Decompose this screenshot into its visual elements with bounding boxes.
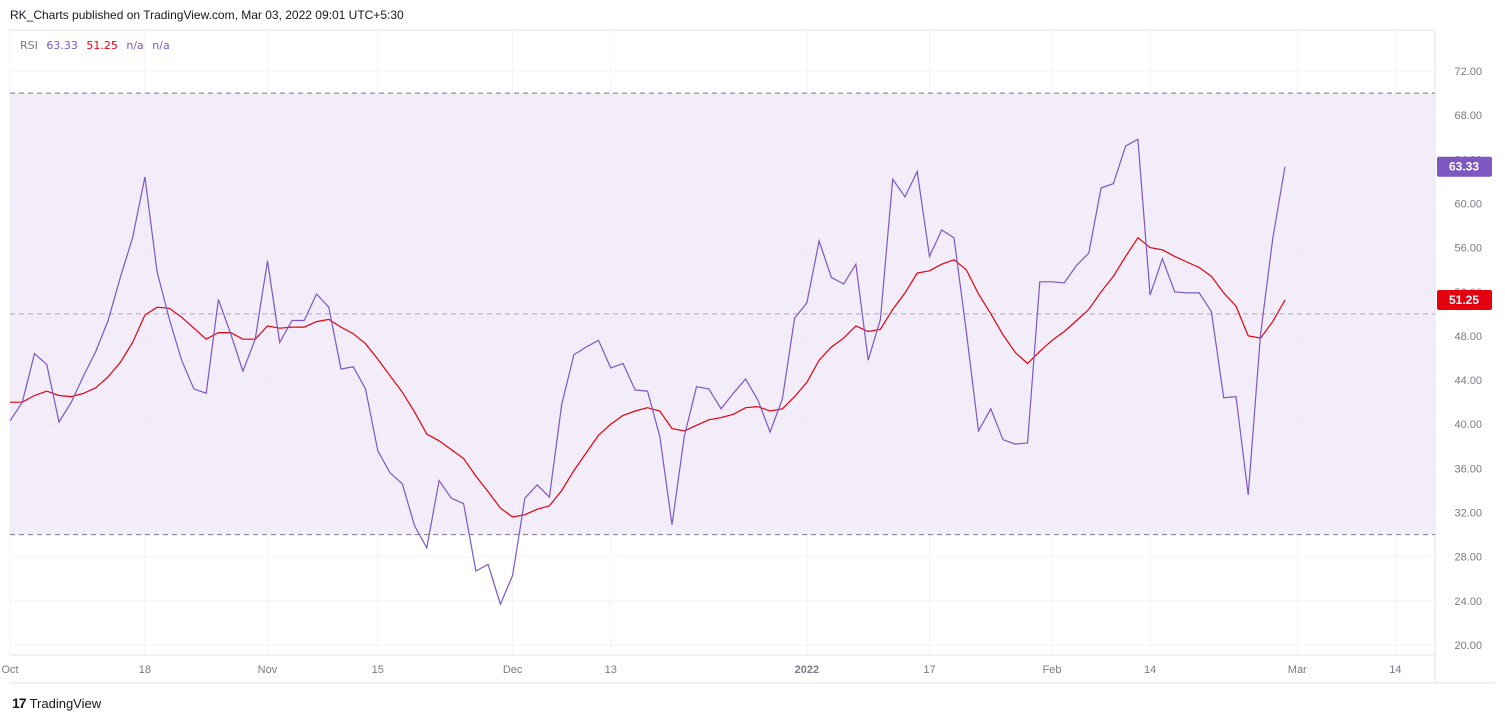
legend-na-1: n/a — [126, 39, 144, 52]
x-tick-label: 18 — [139, 664, 151, 676]
x-tick-label: Dec — [503, 664, 523, 676]
y-tick-label: 24.00 — [1454, 596, 1482, 608]
y-tick-label: 28.00 — [1454, 552, 1482, 564]
y-tick-label: 60.00 — [1454, 198, 1482, 210]
x-tick-label: Mar — [1288, 664, 1307, 676]
svg-text:63.33: 63.33 — [1449, 160, 1479, 174]
series-line-ma — [10, 236, 1286, 518]
x-tick-label: 15 — [372, 664, 384, 676]
publish-header: RK_Charts published on TradingView.com, … — [10, 8, 404, 22]
y-tick-label: 32.00 — [1454, 508, 1482, 520]
y-tick-label: 40.00 — [1454, 419, 1482, 431]
axis-layer: 72.0068.0064.0060.0056.0052.0048.0044.00… — [1, 66, 1492, 676]
band-layer — [10, 92, 1435, 536]
x-tick-label: 13 — [605, 664, 617, 676]
y-tick-label: 48.00 — [1454, 331, 1482, 343]
footer-brand[interactable]: 17 TradingView — [12, 695, 101, 711]
svg-text:51.25: 51.25 — [1449, 293, 1479, 307]
legend-ma-value: 51.25 — [86, 39, 118, 52]
y-tick-label: 72.00 — [1454, 66, 1482, 78]
legend-indicator-name: RSI — [20, 39, 38, 52]
x-tick-label: Oct — [1, 664, 18, 676]
x-tick-label: 2022 — [795, 664, 819, 676]
y-tick-label: 20.00 — [1454, 640, 1482, 652]
tradingview-logo-icon: 17 — [12, 695, 27, 711]
x-tick-label: 14 — [1389, 664, 1401, 676]
brand-name: TradingView — [29, 695, 102, 711]
series-line-rsi — [9, 138, 1286, 606]
indicator-legend[interactable]: RSI 63.33 51.25 n/a n/a — [20, 39, 175, 52]
x-tick-label: 14 — [1144, 664, 1156, 676]
x-tick-label: Feb — [1043, 664, 1062, 676]
series-layer — [9, 138, 1286, 606]
x-tick-label: 17 — [923, 664, 935, 676]
x-tick-label: Nov — [258, 664, 278, 676]
legend-rsi-value: 63.33 — [46, 39, 78, 52]
y-tick-label: 56.00 — [1454, 243, 1482, 255]
y-tick-label: 68.00 — [1454, 110, 1482, 122]
last-value-label-rsi: 63.33 — [1437, 156, 1492, 177]
last-value-label-ma: 51.25 — [1437, 290, 1492, 311]
y-tick-label: 36.00 — [1454, 463, 1482, 475]
legend-na-2: n/a — [152, 39, 170, 52]
y-tick-label: 44.00 — [1454, 375, 1482, 387]
